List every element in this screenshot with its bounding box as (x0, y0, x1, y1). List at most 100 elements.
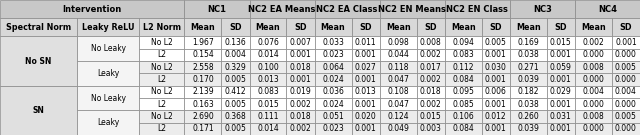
Text: 0.000: 0.000 (582, 75, 604, 84)
Bar (0, 86, 77, 135)
Bar (250, 98, 287, 110)
Bar (184, 49, 221, 61)
Bar (612, 73, 640, 86)
Bar (547, 98, 575, 110)
Text: NC2 EA Class: NC2 EA Class (317, 5, 378, 14)
Bar (139, 49, 184, 61)
Bar (221, 36, 250, 49)
Text: No Leaky: No Leaky (90, 44, 125, 53)
Bar (250, 61, 287, 73)
Text: Leaky: Leaky (97, 69, 119, 78)
Text: No L2: No L2 (151, 87, 173, 96)
Text: 0.003: 0.003 (420, 124, 442, 133)
Bar (510, 18, 547, 36)
Bar (575, 49, 612, 61)
Text: 0.038: 0.038 (517, 100, 539, 109)
Bar (77, 110, 139, 135)
Bar (250, 49, 287, 61)
Text: 0.004: 0.004 (582, 87, 604, 96)
Text: 0.002: 0.002 (582, 38, 604, 47)
Text: SD: SD (620, 23, 632, 32)
Text: 0.001: 0.001 (355, 100, 376, 109)
Text: 0.005: 0.005 (615, 112, 637, 121)
Bar (445, 110, 482, 123)
Text: 0.008: 0.008 (582, 112, 604, 121)
Text: Mean: Mean (191, 23, 215, 32)
Text: L2: L2 (157, 124, 166, 133)
Bar (351, 73, 380, 86)
Bar (221, 86, 250, 98)
Bar (0, 36, 77, 86)
Bar (380, 110, 417, 123)
Bar (380, 98, 417, 110)
Bar (417, 61, 445, 73)
Text: 0.000: 0.000 (582, 124, 604, 133)
Text: L2 Norm: L2 Norm (143, 23, 180, 32)
Text: 0.260: 0.260 (517, 112, 539, 121)
Text: No SN: No SN (26, 57, 52, 66)
Text: 0.000: 0.000 (582, 50, 604, 59)
Bar (250, 123, 287, 135)
Bar (221, 61, 250, 73)
Bar (510, 123, 547, 135)
Bar (250, 110, 287, 123)
Text: 0.064: 0.064 (322, 63, 344, 72)
Text: 0.329: 0.329 (225, 63, 246, 72)
Text: 0.271: 0.271 (518, 63, 539, 72)
Text: Intervention: Intervention (63, 5, 122, 14)
Text: 0.094: 0.094 (452, 38, 474, 47)
Bar (547, 86, 575, 98)
Bar (510, 36, 547, 49)
Text: 0.002: 0.002 (420, 50, 442, 59)
Bar (139, 98, 184, 110)
Text: 0.001: 0.001 (485, 50, 507, 59)
Bar (547, 49, 575, 61)
Bar (417, 123, 445, 135)
Text: SD: SD (360, 23, 372, 32)
Text: 0.047: 0.047 (387, 100, 409, 109)
Bar (575, 0, 640, 18)
Text: 0.012: 0.012 (485, 112, 507, 121)
Bar (351, 123, 380, 135)
Text: 0.095: 0.095 (452, 87, 474, 96)
Bar (612, 86, 640, 98)
Text: 0.001: 0.001 (355, 50, 376, 59)
Text: 0.036: 0.036 (322, 87, 344, 96)
Bar (575, 18, 612, 36)
Text: 0.098: 0.098 (387, 38, 409, 47)
Text: No L2: No L2 (151, 38, 173, 47)
Bar (351, 98, 380, 110)
Bar (0, 18, 77, 36)
Bar (445, 86, 482, 98)
Text: 0.001: 0.001 (290, 75, 312, 84)
Bar (417, 98, 445, 110)
Text: NC2 EA Means: NC2 EA Means (248, 5, 316, 14)
Text: L2: L2 (157, 75, 166, 84)
Text: SD: SD (424, 23, 437, 32)
Bar (250, 73, 287, 86)
Bar (77, 18, 139, 36)
Text: 0.019: 0.019 (290, 87, 312, 96)
Text: 1.967: 1.967 (192, 38, 214, 47)
Text: 0.163: 0.163 (192, 100, 214, 109)
Text: 0.008: 0.008 (420, 38, 442, 47)
Text: 0.039: 0.039 (517, 75, 540, 84)
Bar (315, 0, 380, 18)
Bar (445, 73, 482, 86)
Bar (77, 86, 139, 110)
Text: NC2 EN Class: NC2 EN Class (446, 5, 508, 14)
Text: 0.001: 0.001 (550, 100, 572, 109)
Bar (351, 18, 380, 36)
Text: 0.059: 0.059 (550, 63, 572, 72)
Text: 0.008: 0.008 (582, 63, 604, 72)
Bar (315, 110, 351, 123)
Text: 0.118: 0.118 (387, 63, 409, 72)
Bar (184, 36, 221, 49)
Text: NC3: NC3 (533, 5, 552, 14)
Text: 0.031: 0.031 (550, 112, 572, 121)
Text: Mean: Mean (451, 23, 476, 32)
Text: 0.002: 0.002 (290, 100, 312, 109)
Bar (575, 98, 612, 110)
Text: 0.076: 0.076 (257, 38, 279, 47)
Bar (547, 18, 575, 36)
